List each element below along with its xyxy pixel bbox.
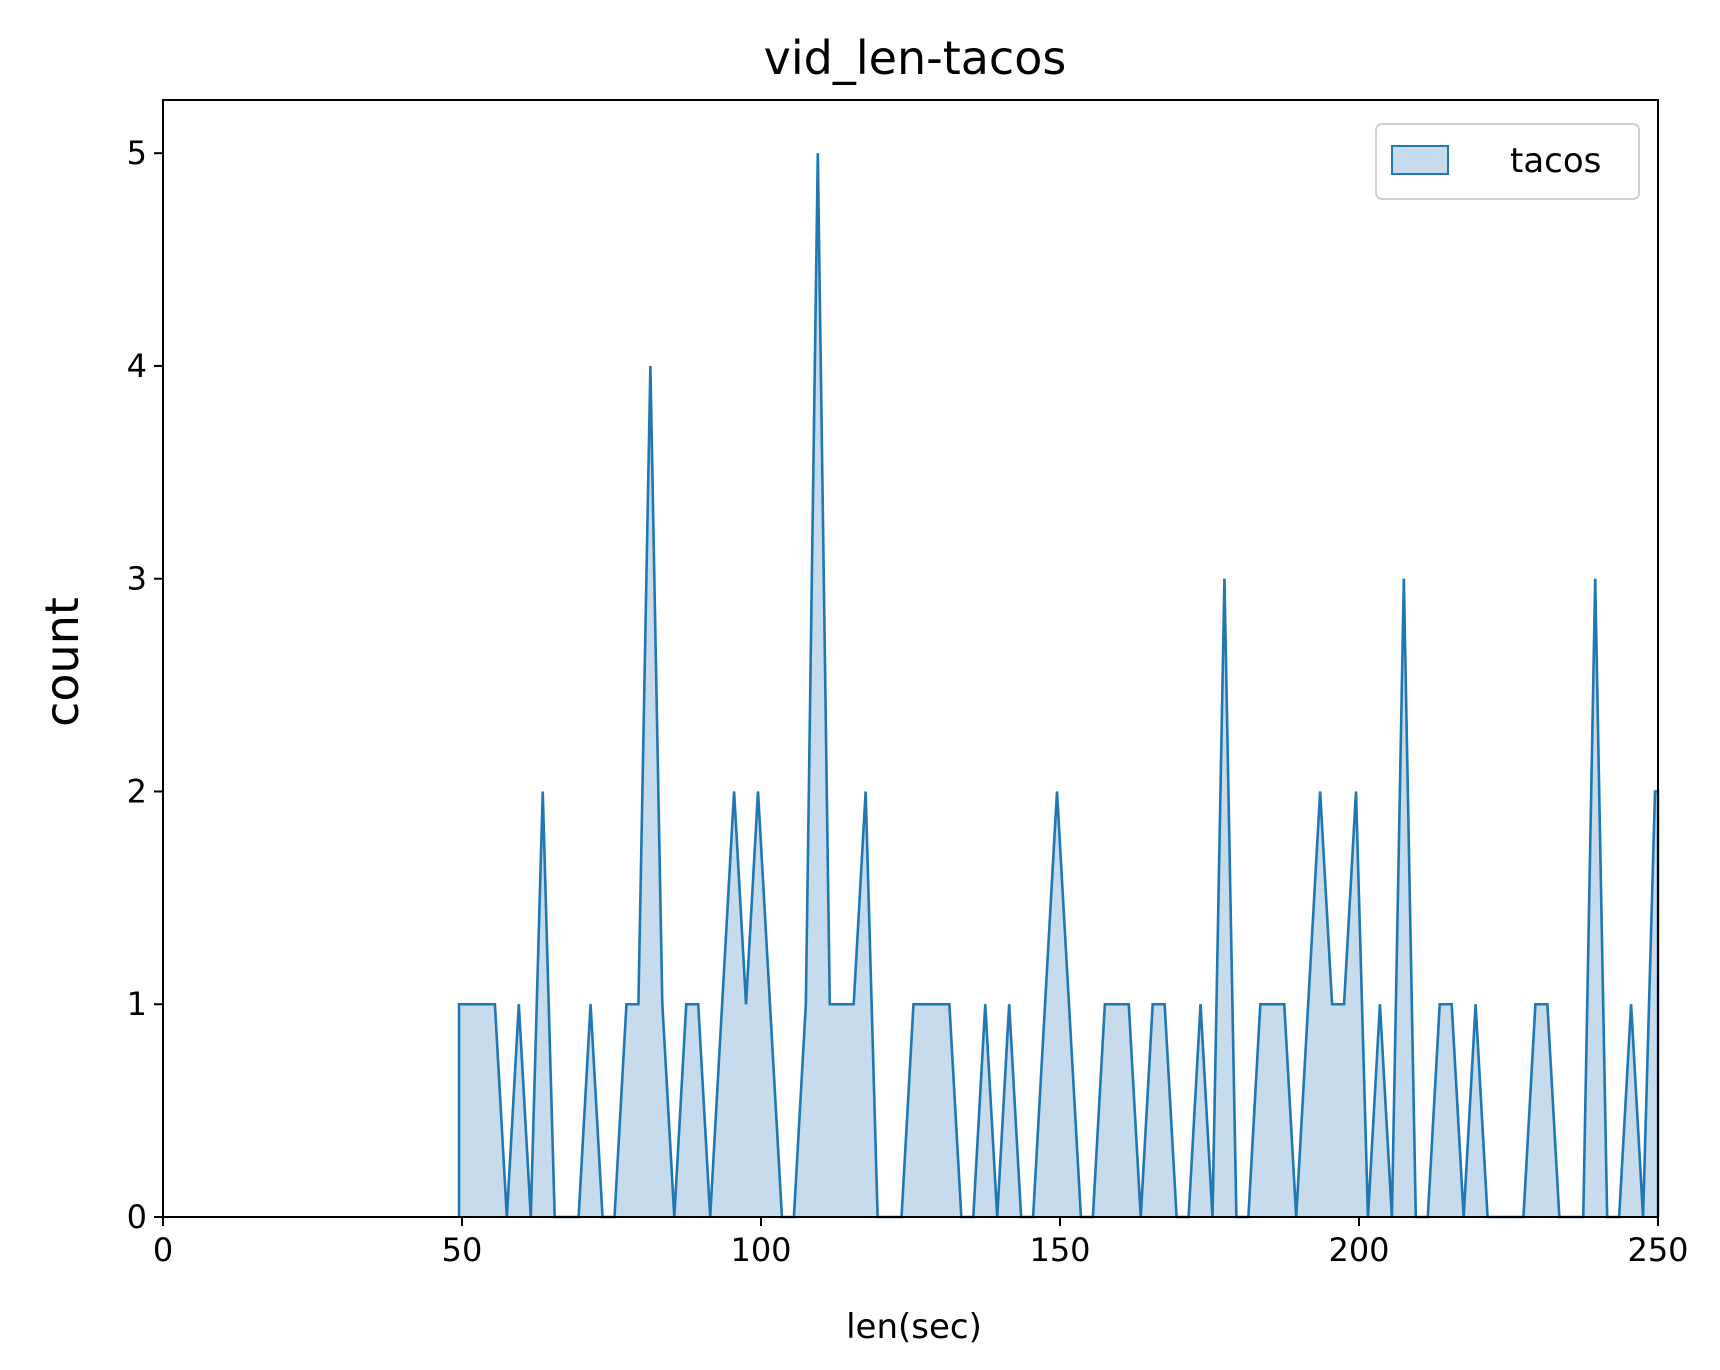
- legend: tacos: [1375, 123, 1640, 200]
- x-tick-label: 150: [1029, 1231, 1090, 1269]
- x-axis: 0 50 100 150 200 250: [153, 1217, 1689, 1269]
- x-tick-label: 100: [730, 1231, 791, 1269]
- y-tick-label: 5: [127, 134, 147, 172]
- legend-entry-tacos: tacos: [1510, 141, 1601, 181]
- y-axis: 0 1 2 3 4 5: [127, 134, 163, 1236]
- x-tick-label: 50: [442, 1231, 483, 1269]
- y-tick-label: 3: [127, 560, 147, 598]
- y-tick-label: 1: [127, 985, 147, 1023]
- y-tick-label: 4: [127, 347, 147, 385]
- axes-frame: [162, 99, 1659, 1218]
- legend-frame: [1375, 123, 1640, 200]
- series-area-fill: [459, 153, 1658, 1218]
- x-axis-label: len(sec): [846, 1307, 982, 1347]
- legend-swatch: [1391, 145, 1449, 175]
- y-tick-label: 0: [127, 1198, 147, 1236]
- x-tick-label: 250: [1627, 1231, 1688, 1269]
- x-tick-label: 200: [1328, 1231, 1389, 1269]
- x-tick-label: 0: [153, 1231, 173, 1269]
- y-axis-label: count: [35, 597, 89, 727]
- y-tick-label: 2: [127, 772, 147, 810]
- chart-title: vid_len-tacos: [764, 31, 1067, 85]
